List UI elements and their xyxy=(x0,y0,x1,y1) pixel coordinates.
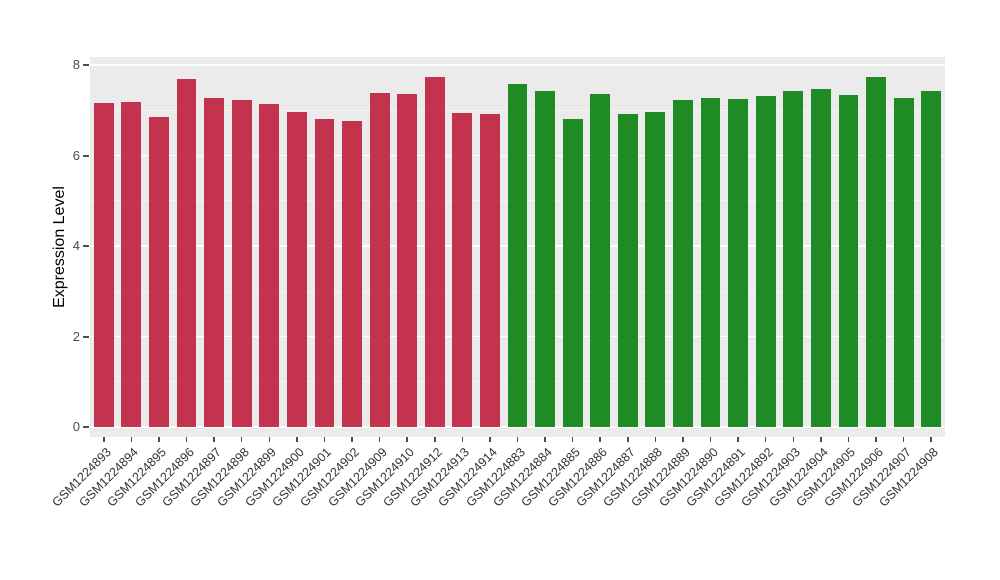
x-tick-mark xyxy=(323,437,326,442)
bar-GSM1224908 xyxy=(921,90,942,427)
x-tick-mark xyxy=(516,437,519,442)
y-tick-mark xyxy=(83,335,89,338)
x-tick-mark xyxy=(406,437,408,442)
y-tick-label: 8 xyxy=(72,57,80,72)
bar-GSM1224907 xyxy=(893,97,914,427)
bar-GSM1224883 xyxy=(507,83,528,427)
x-tick-mark xyxy=(351,437,353,442)
x-tick-mark xyxy=(213,437,215,442)
x-tick-mark xyxy=(599,437,601,442)
bar-GSM1224898 xyxy=(231,100,252,427)
bar-GSM1224885 xyxy=(562,118,583,427)
y-tick-label: 4 xyxy=(72,238,80,253)
x-tick-mark xyxy=(654,437,657,442)
bar-GSM1224904 xyxy=(810,88,831,427)
gridline-major xyxy=(90,64,945,66)
x-tick-mark xyxy=(682,437,684,442)
x-tick-mark xyxy=(875,437,877,442)
x-tick-mark xyxy=(902,437,905,442)
bar-GSM1224914 xyxy=(479,114,500,427)
gridline-major xyxy=(90,426,945,428)
x-tick-mark xyxy=(792,437,795,442)
bar-GSM1224895 xyxy=(149,117,169,427)
x-tick-mark xyxy=(296,437,298,442)
bar-GSM1224891 xyxy=(728,99,749,427)
plot-panel xyxy=(90,57,945,437)
bar-GSM1224909 xyxy=(369,92,390,427)
x-tick-mark xyxy=(847,437,850,442)
y-tick-mark xyxy=(83,64,89,66)
bar-GSM1224894 xyxy=(121,102,142,427)
y-tick-mark xyxy=(83,245,89,247)
x-tick-mark xyxy=(489,437,491,442)
bar-GSM1224892 xyxy=(755,95,776,427)
bar-GSM1224899 xyxy=(259,104,280,427)
x-tick-mark xyxy=(158,437,160,442)
x-tick-mark xyxy=(737,437,739,442)
x-tick-mark xyxy=(709,437,712,442)
bar-GSM1224886 xyxy=(590,93,611,427)
bar-GSM1224884 xyxy=(535,91,555,427)
bar-GSM1224912 xyxy=(424,76,445,427)
x-tick-mark xyxy=(764,437,767,442)
x-tick-mark xyxy=(544,437,546,442)
bar-GSM1224900 xyxy=(286,111,307,427)
bar-GSM1224888 xyxy=(645,112,666,427)
bar-GSM1224902 xyxy=(342,120,362,427)
bar-GSM1224897 xyxy=(204,98,225,427)
x-tick-mark xyxy=(103,437,105,442)
x-tick-mark xyxy=(434,437,436,442)
x-tick-mark xyxy=(930,437,932,442)
y-tick-label: 0 xyxy=(72,419,80,434)
x-tick-mark xyxy=(461,437,464,442)
bar-GSM1224913 xyxy=(452,112,473,427)
y-tick-mark xyxy=(83,154,89,157)
bar-GSM1224906 xyxy=(866,77,886,427)
bar-GSM1224896 xyxy=(176,79,197,427)
bar-GSM1224887 xyxy=(617,113,638,427)
bar-GSM1224889 xyxy=(673,100,693,427)
x-tick-mark xyxy=(185,437,188,442)
bar-GSM1224901 xyxy=(314,118,335,427)
bar-GSM1224893 xyxy=(93,102,114,427)
x-tick-mark xyxy=(571,437,574,442)
bar-GSM1224910 xyxy=(397,93,418,427)
x-tick-mark xyxy=(130,437,133,442)
x-tick-mark xyxy=(240,437,243,442)
x-tick-mark xyxy=(268,437,271,442)
y-tick-mark xyxy=(83,426,89,428)
bar-GSM1224903 xyxy=(783,90,804,427)
x-tick-mark xyxy=(378,437,381,442)
y-tick-label: 2 xyxy=(72,328,80,344)
y-tick-label: 6 xyxy=(72,147,80,163)
bar-GSM1224890 xyxy=(700,98,721,427)
x-tick-mark xyxy=(820,437,822,442)
x-tick-mark xyxy=(627,437,629,442)
bar-GSM1224905 xyxy=(838,95,859,427)
